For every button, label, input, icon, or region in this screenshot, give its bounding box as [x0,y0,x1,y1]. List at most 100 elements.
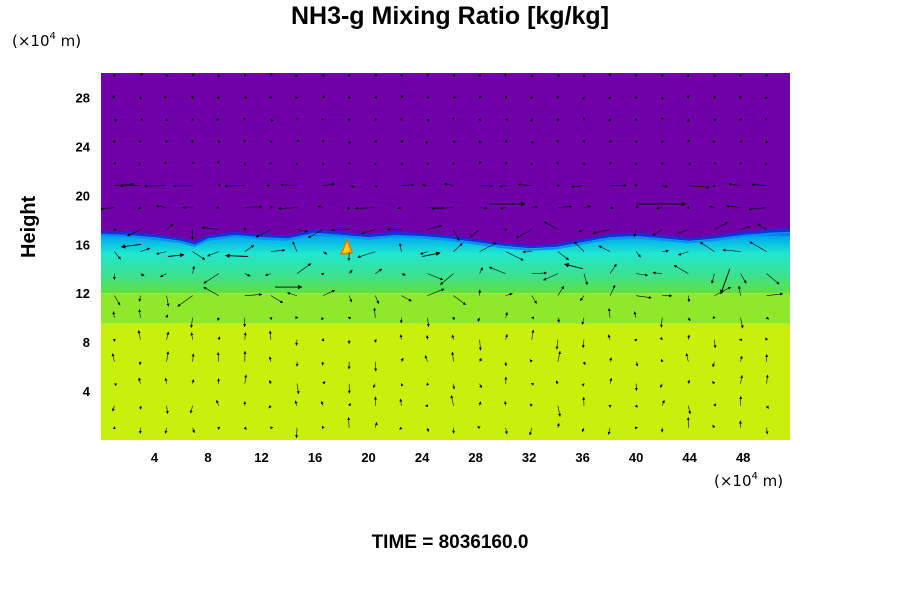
vector-arrow [113,73,117,78]
vector-arrow [244,374,248,384]
vector-arrow [712,381,716,385]
vector-arrow [531,205,539,209]
vector-arrow [740,375,744,384]
vector-arrow [686,205,690,210]
vector-arrow [165,139,169,144]
vector-arrow [348,269,353,274]
vector-arrow [764,96,768,100]
vector-arrow [138,361,142,366]
wind-vector [167,252,185,258]
vector-arrow [269,380,272,384]
vector-arrow [294,400,298,406]
vector-arrow [505,251,524,261]
vector-arrow [189,405,193,414]
vector-arrow [286,292,298,296]
vector-arrow [347,161,352,165]
vector-arrow [634,73,638,77]
plot-area [101,73,790,440]
vector-arrow [609,161,613,165]
vector-arrow [317,205,324,209]
vector-arrow [529,427,533,436]
vector-arrow [112,139,116,143]
vector-arrow [322,289,336,296]
vector-arrow [504,139,508,143]
vector-arrow [357,251,376,258]
x-tick-label: 36 [575,450,589,465]
y-tick-label: 8 [83,335,90,350]
vector-arrow [347,206,351,210]
vector-arrow [652,229,663,236]
vector-arrow [191,353,195,362]
vector-arrow [656,206,663,210]
vector-arrow [401,272,406,276]
vector-arrow [347,73,351,78]
y-tick-label: 16 [76,237,90,252]
vector-arrow [477,426,481,430]
vector-arrow [660,161,665,165]
vector-arrow [738,73,742,77]
vector-arrow [348,95,352,100]
hotspot [339,237,354,255]
vector-arrow [764,73,768,78]
vector-arrow [361,229,376,235]
vector-arrow [397,206,402,210]
y-unit-suffix: m) [55,32,82,50]
vector-arrow [479,206,488,210]
vector-arrow [138,295,142,302]
vector-arrow [296,229,309,233]
vector-arrow [101,207,115,211]
vector-arrow [269,140,273,144]
vector-arrow [372,383,376,389]
vector-arrow [766,273,780,285]
vector-arrow [373,307,377,318]
vector-arrow [165,74,169,78]
vector-arrow [505,312,508,318]
vector-arrow [453,229,460,241]
vector-arrow [443,182,454,186]
region-transition [101,293,790,324]
x-tick-label: 40 [629,450,643,465]
vector-arrow [660,383,663,388]
wind-vector [564,263,583,270]
vector-arrow [739,161,743,165]
vector-arrow [765,427,769,435]
vector-arrow [580,295,585,302]
vector-arrow [515,229,532,239]
vector-arrow [505,292,513,296]
vector-arrow [531,295,537,304]
vector-arrow [607,73,611,77]
vector-arrow [748,207,767,211]
vector-arrow [687,139,691,143]
vector-arrow [766,292,784,296]
vector-arrow [192,427,195,434]
vector-arrow [355,206,376,210]
vector-arrow [713,74,717,78]
vector-arrow [661,139,665,144]
vector-arrow [269,95,273,99]
vector-arrow [164,427,168,434]
vector-arrow [321,425,325,430]
y-axis-unit: (×104 m) [12,31,82,50]
vector-arrow [478,401,482,406]
vector-arrow [166,224,174,230]
vector-arrow [278,206,298,210]
vector-arrow [504,161,508,165]
vector-arrow [635,251,641,258]
vector-arrow [427,288,445,296]
vector-arrow [687,317,691,322]
vector-arrow [244,273,251,277]
vector-arrow [191,161,195,165]
vector-arrow [555,139,559,143]
x-tick-label: 4 [151,450,159,465]
vector-arrow [265,273,272,277]
vector-arrow [348,295,353,303]
y-unit-exponent: 4 [49,31,56,42]
vector-arrow [201,226,219,230]
vector-arrow [307,229,324,238]
vector-arrow [688,185,710,189]
vector-arrow [322,95,326,99]
vector-arrow [270,248,286,252]
vector-arrow [740,273,747,284]
vector-arrow [114,295,121,306]
vector-arrow [529,359,533,363]
